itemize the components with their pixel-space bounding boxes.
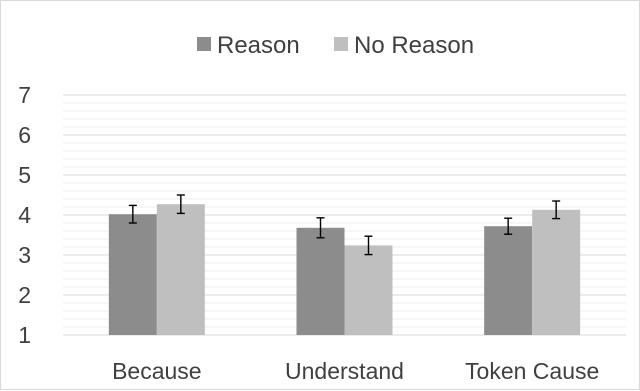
bar-no-reason-understand [344, 245, 393, 335]
legend-label: Reason [217, 32, 300, 59]
legend-swatch-reason [197, 37, 211, 51]
error-bar [364, 235, 373, 256]
bar-layer [108, 204, 581, 335]
legend-swatch-no-reason [334, 37, 348, 51]
error-bar [552, 200, 561, 220]
error-bar [176, 194, 185, 215]
x-category-label: Token Cause [465, 358, 599, 384]
y-tick-label: 6 [18, 122, 31, 148]
bar-no-reason-token-cause [532, 209, 581, 335]
error-bar [504, 217, 513, 235]
y-tick-label: 5 [18, 162, 31, 188]
y-tick-label: 2 [18, 282, 31, 308]
x-category-label: Because [112, 358, 202, 384]
error-bar [128, 204, 137, 224]
y-axis-tick-labels: 1 2 3 4 5 6 7 [18, 82, 31, 348]
y-tick-label: 3 [18, 242, 31, 268]
bar-reason-because [108, 214, 157, 335]
y-tick-label: 4 [18, 202, 31, 228]
legend-label: No Reason [354, 32, 474, 59]
x-axis-category-labels: Because Understand Token Cause [112, 358, 599, 384]
legend: Reason No Reason [197, 32, 474, 59]
bar-reason-token-cause [484, 226, 533, 335]
error-bar-layer [128, 194, 561, 256]
y-tick-label: 7 [18, 82, 31, 108]
error-bar [316, 217, 325, 239]
bar-reason-understand [296, 227, 345, 335]
x-category-label: Understand [285, 358, 404, 384]
y-tick-label: 1 [18, 322, 31, 348]
bar-no-reason-because [156, 204, 205, 335]
